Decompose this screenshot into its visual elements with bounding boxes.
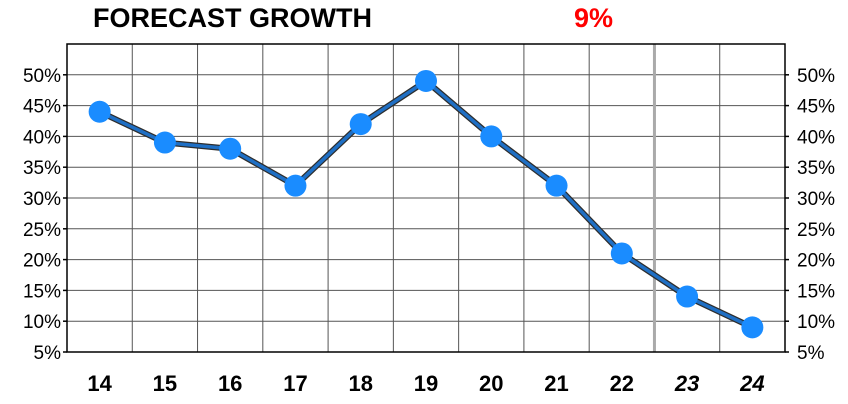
y-tick-label-right: 40% xyxy=(797,127,835,148)
y-tick-label-left: 40% xyxy=(23,127,61,148)
y-tick-label-left: 30% xyxy=(23,189,61,210)
y-tick-label-left: 45% xyxy=(23,97,61,118)
x-tick-label: 15 xyxy=(153,371,177,396)
x-tick-label: 23 xyxy=(674,371,699,396)
x-tick-label: 21 xyxy=(544,371,568,396)
x-tick-label: 22 xyxy=(610,371,634,396)
x-axis: 14 15 16 17 18 19 20 21 22 23 24 xyxy=(87,371,764,396)
data-point xyxy=(415,69,437,92)
y-tick-label-right: 45% xyxy=(797,97,835,118)
data-point xyxy=(545,174,568,197)
x-tick-label: 24 xyxy=(739,371,764,396)
x-tick-label: 14 xyxy=(87,371,112,396)
y-tick-label-right: 30% xyxy=(797,189,835,210)
x-tick-label: 17 xyxy=(283,371,307,396)
y-tick-label-right: 20% xyxy=(797,251,835,272)
y-tick-label-left: 15% xyxy=(23,281,61,302)
y-axis-right: 50% 45% 40% 35% 30% 25% 20% 15% 10% 5% xyxy=(785,66,835,364)
data-point xyxy=(741,316,764,339)
data-point xyxy=(153,131,176,154)
data-point xyxy=(610,242,633,265)
data-point xyxy=(219,137,242,160)
data-point xyxy=(88,100,111,123)
x-tick-label: 19 xyxy=(414,371,438,396)
y-tick-label-right: 35% xyxy=(797,158,835,179)
y-tick-label-left: 35% xyxy=(23,158,61,179)
y-axis-left: 50% 45% 40% 35% 30% 25% 20% 15% 10% 5% xyxy=(23,66,67,364)
chart-title: FORECAST GROWTH xyxy=(93,3,372,33)
y-tick-label-right: 10% xyxy=(797,312,835,333)
data-point xyxy=(284,174,307,197)
y-tick-label-left: 25% xyxy=(23,220,61,241)
y-tick-label-left: 10% xyxy=(23,312,61,333)
data-point xyxy=(349,113,372,136)
y-tick-label-right: 5% xyxy=(797,343,825,364)
y-tick-label-right: 50% xyxy=(797,66,835,87)
y-tick-label-left: 5% xyxy=(34,343,62,364)
chart-title-value: 9% xyxy=(574,3,613,33)
y-tick-label-left: 20% xyxy=(23,251,61,272)
data-point xyxy=(480,125,503,148)
y-tick-label-right: 25% xyxy=(797,220,835,241)
data-point xyxy=(676,285,699,308)
x-tick-label: 16 xyxy=(218,371,242,396)
x-tick-label: 18 xyxy=(348,371,372,396)
y-tick-label-left: 50% xyxy=(23,66,61,87)
y-tick-label-right: 15% xyxy=(797,281,835,302)
series-group xyxy=(88,69,764,339)
x-tick-label: 20 xyxy=(479,371,503,396)
gridlines xyxy=(67,44,785,353)
